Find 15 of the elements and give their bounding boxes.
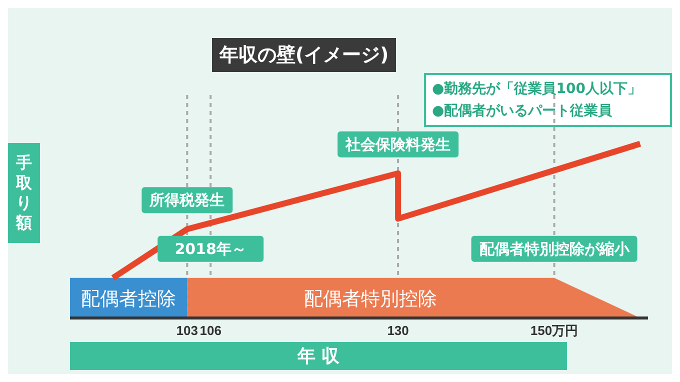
series-label: 配偶者控除: [81, 288, 176, 310]
x-tick-label: 106: [200, 323, 222, 338]
annotation: 社会保険料発生: [344, 135, 451, 154]
y-axis-title: 手取り額: [16, 153, 32, 233]
annotation: 2018年～: [174, 240, 246, 258]
x-tick-label: 150万円: [530, 323, 578, 338]
x-tick-label: 103: [176, 323, 198, 338]
series-label: 配偶者特別控除: [304, 288, 438, 310]
chart-title: 年収の壁(イメージ): [212, 38, 396, 72]
text: ●配偶者がいるパート従業員: [432, 102, 614, 121]
annotation: 所得税発生: [148, 191, 225, 210]
x-tick-label: 130: [387, 323, 409, 338]
annotation: 配偶者特別控除が縮小: [479, 240, 630, 258]
x-axis-title: 年 収: [70, 342, 567, 370]
text: ●勤務先が「従業員100人以下」: [432, 80, 642, 99]
